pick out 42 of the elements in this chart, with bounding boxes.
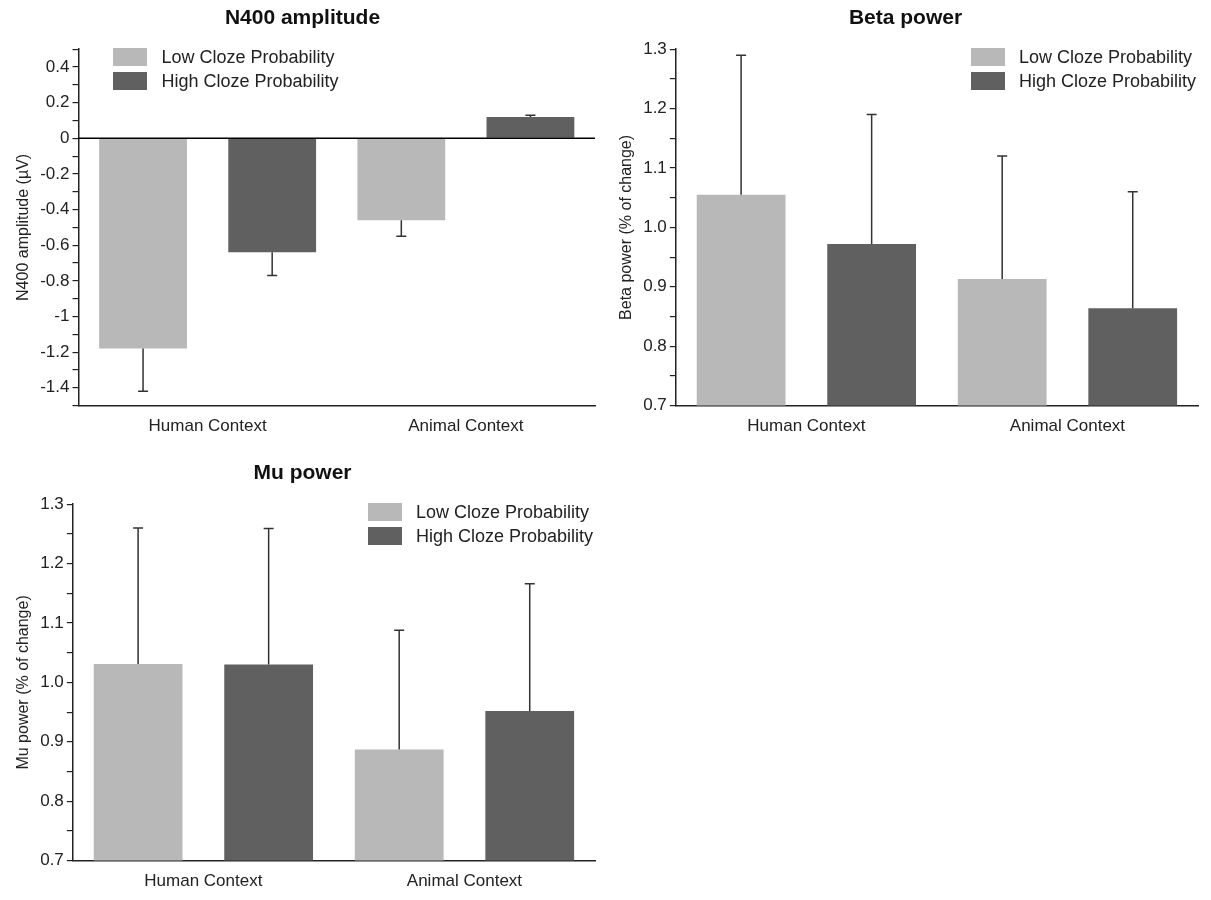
y-tick-label: 1.1: [643, 157, 667, 177]
y-tick-label: 1.2: [40, 553, 64, 573]
x-tick-label: Human Context: [148, 416, 267, 436]
y-tick-label: 0.8: [643, 335, 667, 355]
legend-label: High Cloze Probability: [1018, 70, 1196, 94]
y-tick-label: 0.7: [40, 850, 64, 870]
legend-label: High Cloze Probability: [161, 70, 339, 94]
y-tick-label: 0.7: [643, 395, 667, 415]
y-axis-title: Beta power (% of change): [617, 134, 635, 320]
y-tick-label: 1.1: [40, 612, 64, 632]
y-tick-label: 1.0: [40, 672, 64, 692]
y-tick-label: 1.0: [643, 217, 667, 237]
y-tick-label: 0.2: [45, 92, 70, 112]
chart-title: Mu power: [253, 460, 352, 484]
x-tick-label: Human Context: [747, 416, 866, 436]
x-tick-label: Animal Context: [408, 416, 524, 436]
chart-title: Beta power: [848, 5, 963, 29]
legend-label: High Cloze Probability: [415, 525, 593, 549]
y-tick-label: 0.9: [40, 731, 64, 751]
y-tick-label: -0.8: [40, 270, 70, 290]
y-axis-title: Mu power (% of change): [14, 595, 32, 770]
x-tick-label: Animal Context: [1009, 416, 1126, 436]
chart-title: N400 amplitude: [224, 5, 381, 29]
y-tick-label: 1.3: [40, 493, 64, 513]
y-tick-label: 0.8: [40, 790, 64, 810]
y-tick-label: -1.2: [40, 341, 70, 361]
y-tick-label: 1.2: [643, 98, 667, 118]
y-tick-label: -1: [54, 306, 70, 326]
y-tick-label: 1.3: [643, 38, 667, 58]
legend-label: Low Cloze Probability: [161, 46, 335, 70]
y-axis-title: N400 amplitude (µV): [14, 153, 32, 301]
y-tick-label: 0: [60, 127, 70, 147]
legend-label: Low Cloze Probability: [415, 501, 589, 525]
y-tick-label: -0.4: [40, 199, 70, 219]
legend-label: Low Cloze Probability: [1018, 46, 1192, 70]
y-tick-label: -0.6: [40, 234, 70, 254]
y-tick-label: -1.4: [40, 377, 70, 397]
x-tick-label: Human Context: [144, 871, 263, 891]
y-tick-label: 0.9: [643, 276, 667, 296]
y-tick-label: 0.4: [45, 56, 70, 76]
x-tick-label: Animal Context: [406, 871, 523, 891]
y-tick-label: -0.2: [40, 163, 70, 183]
